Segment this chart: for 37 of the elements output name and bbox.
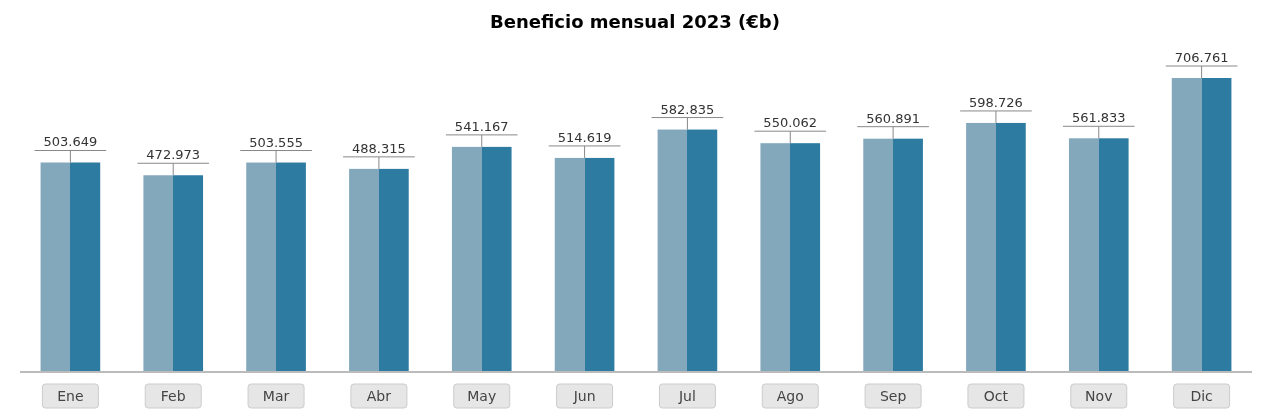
x-tick-label: Abr — [366, 388, 392, 404]
data-label: 582.835 — [660, 101, 715, 117]
bar — [966, 122, 1026, 372]
bar — [760, 143, 821, 372]
chart-title: Beneficio mensual 2023 (€b) — [490, 11, 780, 32]
bar — [349, 168, 409, 372]
data-label: 561.833 — [1071, 110, 1126, 126]
bar — [554, 157, 615, 372]
x-tick-label: Sep — [879, 388, 907, 404]
x-tick-label: Jun — [572, 388, 596, 404]
bar — [246, 162, 306, 372]
data-label: 472.973 — [146, 147, 201, 163]
x-tick-label: Ago — [776, 388, 804, 404]
data-label: 706.761 — [1174, 50, 1229, 65]
bar — [451, 146, 512, 372]
bar — [657, 129, 718, 372]
x-tick-label: Ene — [57, 388, 84, 404]
data-label: 503.649 — [43, 134, 98, 150]
x-tick-label: May — [467, 388, 497, 404]
x-tick-label: Nov — [1085, 388, 1113, 404]
data-label: 598.726 — [969, 94, 1023, 110]
data-label: 541.167 — [454, 118, 509, 134]
x-tick-label: Mar — [262, 388, 290, 404]
bar — [1068, 138, 1129, 372]
x-tick-label: Jul — [677, 388, 696, 404]
data-label: 514.619 — [557, 129, 612, 145]
data-label: 503.555 — [249, 134, 303, 150]
bar — [143, 175, 204, 372]
x-tick-label: Dic — [1190, 388, 1213, 404]
x-tick-label: Oct — [983, 388, 1009, 404]
x-tick-label: Feb — [160, 388, 186, 404]
data-label: 560.891 — [866, 110, 920, 126]
data-label: 488.315 — [352, 140, 406, 156]
data-label: 550.062 — [763, 115, 818, 131]
bar — [863, 138, 923, 372]
bar — [40, 162, 101, 372]
bar — [1171, 78, 1232, 372]
